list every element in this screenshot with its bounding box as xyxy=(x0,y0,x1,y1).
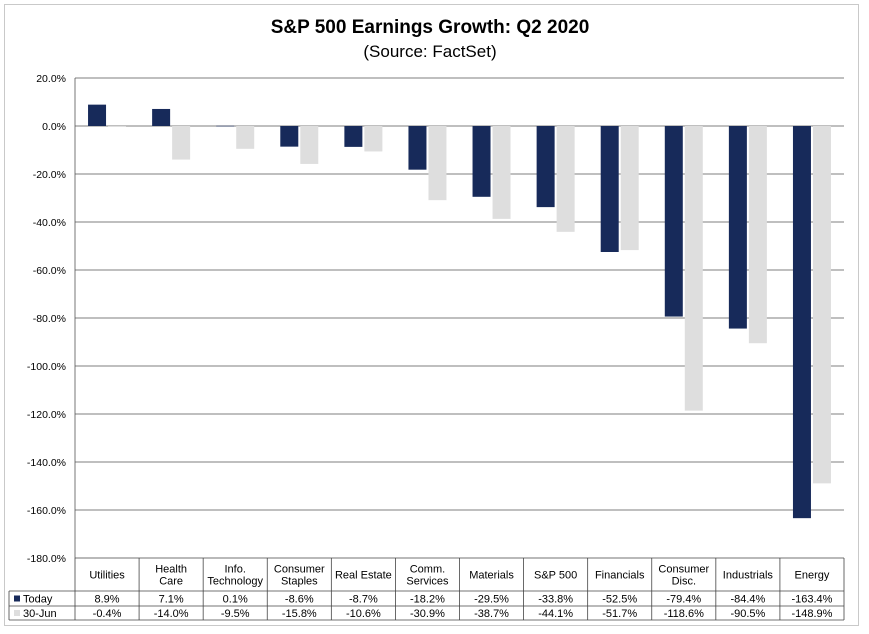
bar-30-jun-2 xyxy=(236,126,255,149)
bar-30-jun-9 xyxy=(684,126,703,411)
bar-today-5 xyxy=(408,126,427,170)
legend-label-today: Today xyxy=(23,594,53,606)
bar-today-0 xyxy=(88,104,107,126)
bar-30-jun-6 xyxy=(492,126,511,219)
bar-30-jun-1 xyxy=(172,126,191,160)
category-label: Energy xyxy=(795,570,830,582)
bar-today-8 xyxy=(600,126,619,252)
bar-today-11 xyxy=(792,126,811,519)
category-label: Consumer xyxy=(658,564,709,576)
category-label: Info. xyxy=(225,564,246,576)
category-label: Staples xyxy=(281,576,318,588)
bar-30-jun-11 xyxy=(812,126,831,484)
y-tick-label: -160.0% xyxy=(27,505,66,517)
bars xyxy=(88,104,831,519)
legend-swatch-30-jun xyxy=(14,610,20,616)
data-label-today: -84.4% xyxy=(730,594,765,606)
data-label-30-jun: -15.8% xyxy=(282,608,317,620)
data-label-30-jun: -9.5% xyxy=(221,608,250,620)
category-label: Consumer xyxy=(274,564,325,576)
bar-30-jun-7 xyxy=(556,126,575,232)
y-tick-label: -100.0% xyxy=(27,361,66,373)
data-label-30-jun: -38.7% xyxy=(474,608,509,620)
category-label: Industrials xyxy=(723,570,774,582)
data-label-today: -79.4% xyxy=(666,594,701,606)
category-label: Financials xyxy=(595,570,645,582)
bar-30-jun-8 xyxy=(620,126,639,251)
category-label: Materials xyxy=(469,570,514,582)
category-label: Technology xyxy=(207,576,263,588)
y-tick-label: 0.0% xyxy=(42,121,66,133)
data-label-today: -29.5% xyxy=(474,594,509,606)
y-tick-label: -180.0% xyxy=(27,553,66,565)
data-label-today: -52.5% xyxy=(602,594,637,606)
y-tick-label: -60.0% xyxy=(33,265,66,277)
data-label-30-jun: -148.9% xyxy=(791,608,832,620)
bar-30-jun-0 xyxy=(108,126,127,127)
bar-today-9 xyxy=(664,126,683,317)
legend-label-30-jun: 30-Jun xyxy=(23,608,57,620)
category-label: Care xyxy=(159,576,183,588)
data-label-today: -8.7% xyxy=(349,594,378,606)
bar-today-10 xyxy=(728,126,747,329)
bar-today-4 xyxy=(344,126,363,147)
bar-30-jun-5 xyxy=(428,126,447,201)
data-label-today: -33.8% xyxy=(538,594,573,606)
category-label: Disc. xyxy=(672,576,696,588)
chart-frame xyxy=(4,4,859,626)
data-label-30-jun: -0.4% xyxy=(93,608,122,620)
y-axis-ticks: 20.0% 0.0% -20.0% -40.0% -60.0% -80.0% -100.0%… xyxy=(27,73,66,565)
category-label: Comm. xyxy=(410,564,445,576)
category-label: S&P 500 xyxy=(534,570,577,582)
data-label-30-jun: -51.7% xyxy=(602,608,637,620)
data-label-30-jun: -14.0% xyxy=(154,608,189,620)
chart-title: S&P 500 Earnings Growth: Q2 2020 xyxy=(271,17,590,38)
y-tick-label: -140.0% xyxy=(27,457,66,469)
data-label-30-jun: -10.6% xyxy=(346,608,381,620)
data-label-today: 8.9% xyxy=(95,594,120,606)
data-label-today: -18.2% xyxy=(410,594,445,606)
data-label-today: -8.6% xyxy=(285,594,314,606)
bar-today-1 xyxy=(152,108,171,126)
y-tick-label: -120.0% xyxy=(27,409,66,421)
data-label-today: -163.4% xyxy=(791,594,832,606)
category-label: Utilities xyxy=(89,570,125,582)
gridlines xyxy=(74,77,844,558)
legend-swatch-today xyxy=(14,595,20,602)
bar-today-2 xyxy=(216,125,235,127)
bar-today-3 xyxy=(280,126,299,147)
chart-subtitle: (Source: FactSet) xyxy=(363,42,496,61)
data-label-today: 0.1% xyxy=(223,594,248,606)
y-tick-label: 20.0% xyxy=(36,73,66,85)
data-label-today: 7.1% xyxy=(159,594,184,606)
bar-today-6 xyxy=(472,126,491,197)
category-label: Services xyxy=(406,576,449,588)
data-label-30-jun: -118.6% xyxy=(664,608,704,620)
bar-today-7 xyxy=(536,126,555,208)
category-label: Health xyxy=(155,564,187,576)
y-tick-label: -80.0% xyxy=(33,313,66,325)
data-label-30-jun: -30.9% xyxy=(410,608,445,620)
y-tick-label: -20.0% xyxy=(33,169,66,181)
data-label-30-jun: -90.5% xyxy=(730,608,765,620)
category-label: Real Estate xyxy=(335,570,392,582)
data-label-30-jun: -44.1% xyxy=(538,608,573,620)
y-tick-label: -40.0% xyxy=(33,217,66,229)
bar-30-jun-10 xyxy=(748,126,767,344)
bar-30-jun-3 xyxy=(300,126,319,164)
bar-30-jun-4 xyxy=(364,126,383,152)
